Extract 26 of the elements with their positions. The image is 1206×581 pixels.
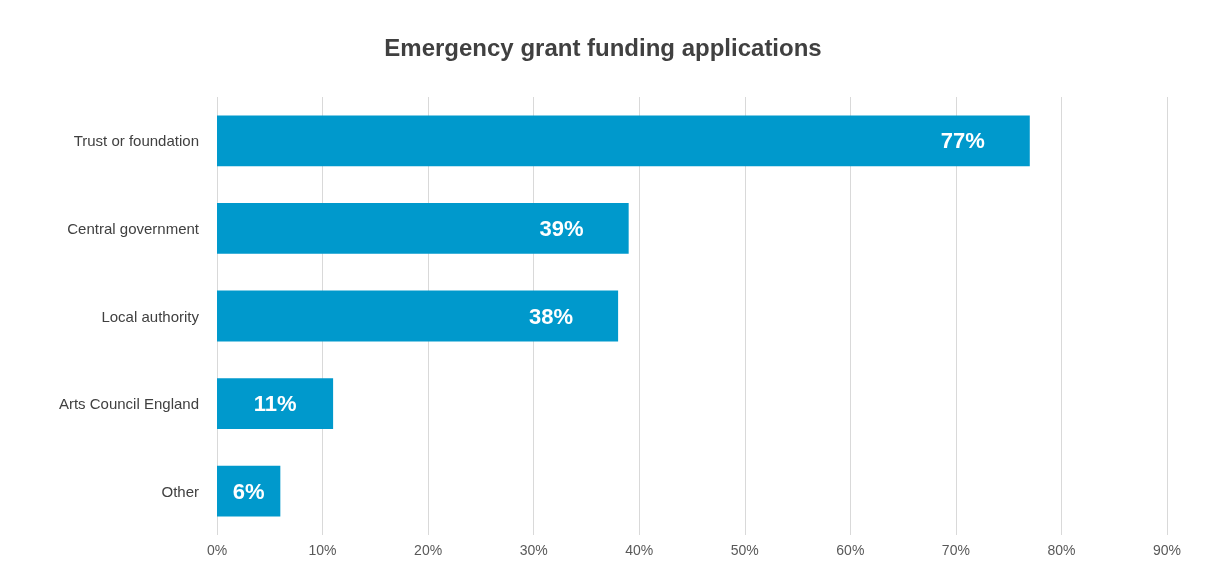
x-tick-label: 30% [519,542,548,558]
data-label: 39% [539,215,584,241]
y-tick-label: Other [161,482,199,500]
x-tick-label: 90% [1152,542,1182,558]
y-tick-label: Central government [67,219,200,237]
data-label: 77% [940,128,985,154]
x-tick-label: 0% [206,542,228,558]
chart-title: Emergency grant funding applications [384,33,822,61]
bar [217,378,334,429]
bar [217,290,619,342]
x-tick-label: 60% [836,542,865,558]
x-tick-label: 10% [308,542,337,558]
bar [217,203,629,254]
data-label: 38% [529,303,574,329]
bar [217,115,1030,167]
data-label: 6% [232,478,265,504]
x-tick-label: 40% [625,542,654,558]
x-tick-label: 80% [1047,542,1076,558]
data-label: 11% [253,391,297,417]
y-tick-label: Trust or foundation [73,132,199,150]
bar [217,465,281,517]
y-tick-label: Local authority [101,307,200,325]
x-tick-label: 50% [730,542,759,558]
x-tick-label: 70% [941,542,970,558]
y-tick-label: Arts Council England [58,395,199,413]
x-tick-label: 20% [414,542,443,558]
